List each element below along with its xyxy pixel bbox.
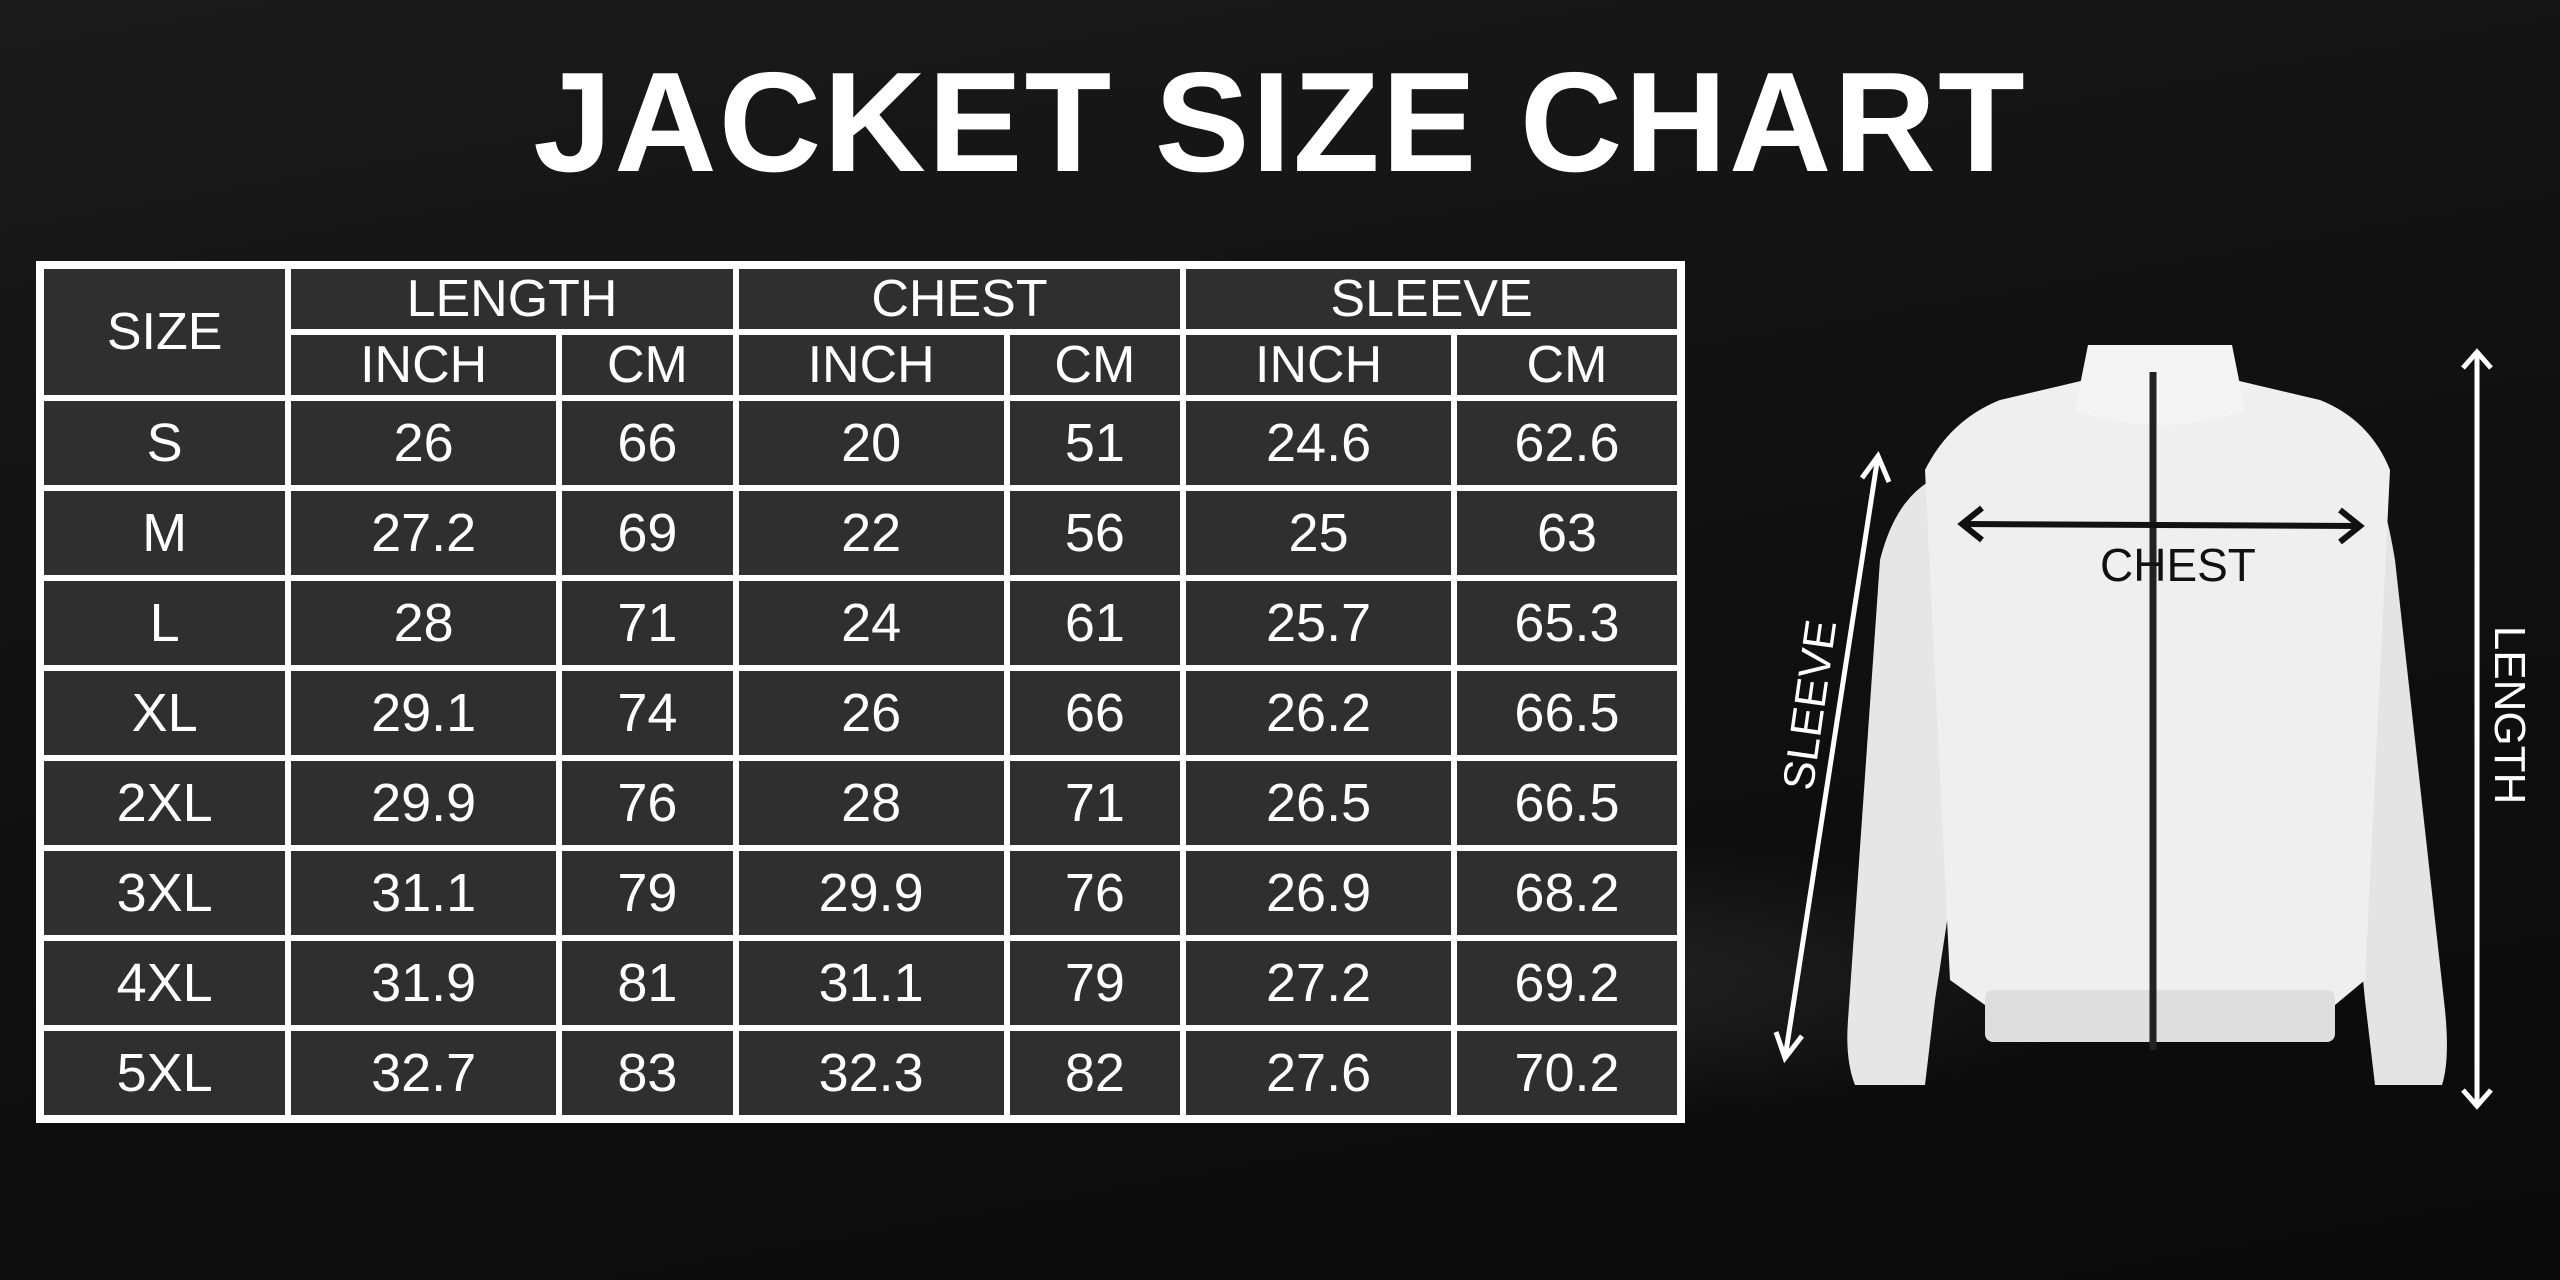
- measurement-cell: 20: [735, 398, 1007, 488]
- table-row: 4XL 31.9 81 31.1 79 27.2 69.2: [41, 938, 1680, 1028]
- length-label: LENGTH: [2485, 625, 2535, 805]
- measurement-cell: 26.9: [1183, 848, 1454, 938]
- measurement-cell: 65.3: [1453, 578, 1680, 668]
- measurement-cell: 66: [559, 398, 736, 488]
- page-title: JACKET SIZE CHART: [533, 43, 2027, 202]
- unit-header: INCH: [288, 332, 560, 398]
- measurement-cell: 81: [559, 938, 736, 1028]
- measurement-cell: 71: [559, 578, 736, 668]
- size-header: SIZE: [41, 266, 289, 398]
- measurement-cell: 76: [559, 758, 736, 848]
- measurement-cell: 66.5: [1453, 758, 1680, 848]
- measurement-cell: 62.6: [1453, 398, 1680, 488]
- measurement-cell: 32.3: [735, 1028, 1007, 1118]
- table-row: 5XL 32.7 83 32.3 82 27.6 70.2: [41, 1028, 1680, 1118]
- measurement-cell: 26.2: [1183, 668, 1454, 758]
- measurement-cell: 76: [1006, 848, 1184, 938]
- size-cell: L: [41, 578, 289, 668]
- measurement-cell: 26: [288, 398, 560, 488]
- measurement-cell: 26: [735, 668, 1007, 758]
- unit-header: CM: [1006, 332, 1184, 398]
- sleeve-header: SLEEVE: [1183, 266, 1680, 332]
- measurement-cell: 68.2: [1453, 848, 1680, 938]
- table-row: S 26 66 20 51 24.6 62.6: [41, 398, 1680, 488]
- chest-arrow: [1957, 505, 2365, 545]
- unit-header: INCH: [735, 332, 1007, 398]
- unit-header: INCH: [1183, 332, 1454, 398]
- measurement-cell: 31.1: [288, 848, 560, 938]
- measurement-cell: 63: [1453, 488, 1680, 578]
- measurement-cell: 29.1: [288, 668, 560, 758]
- table-row: L 28 71 24 61 25.7 65.3: [41, 578, 1680, 668]
- size-cell: M: [41, 488, 289, 578]
- measurement-cell: 28: [735, 758, 1007, 848]
- measurement-cell: 31.1: [735, 938, 1007, 1028]
- measurement-cell: 27.2: [1183, 938, 1454, 1028]
- measurement-cell: 69.2: [1453, 938, 1680, 1028]
- unit-header: CM: [1453, 332, 1680, 398]
- measurement-cell: 27.6: [1183, 1028, 1454, 1118]
- size-cell: 3XL: [41, 848, 289, 938]
- measurement-cell: 24: [735, 578, 1007, 668]
- length-arrow: [2461, 348, 2493, 1110]
- size-cell: 4XL: [41, 938, 289, 1028]
- measurement-cell: 29.9: [735, 848, 1007, 938]
- measurement-cell: 70.2: [1453, 1028, 1680, 1118]
- measurement-cell: 26.5: [1183, 758, 1454, 848]
- group-header-row: SIZE LENGTH CHEST SLEEVE: [41, 266, 1680, 398]
- measurement-cell: 66: [1006, 668, 1184, 758]
- measurement-cell: 51: [1006, 398, 1184, 488]
- measurement-cell: 79: [559, 848, 736, 938]
- size-chart-table: SIZE LENGTH CHEST SLEEVE INCH CM INCH CM INC…: [36, 261, 1685, 1123]
- measurement-cell: 32.7: [288, 1028, 560, 1118]
- size-cell: 2XL: [41, 758, 289, 848]
- table-row: 3XL 31.1 79 29.9 76 26.9 68.2: [41, 848, 1680, 938]
- measurement-cell: 83: [559, 1028, 736, 1118]
- table-row: M 27.2 69 22 56 25 63: [41, 488, 1680, 578]
- collar: [2075, 345, 2245, 425]
- measurement-cell: 79: [1006, 938, 1184, 1028]
- measurement-cell: 27.2: [288, 488, 560, 578]
- unit-header: CM: [559, 332, 736, 398]
- measurement-cell: 82: [1006, 1028, 1184, 1118]
- measurement-cell: 74: [559, 668, 736, 758]
- size-cell: S: [41, 398, 289, 488]
- measurement-cell: 31.9: [288, 938, 560, 1028]
- measurement-cell: 29.9: [288, 758, 560, 848]
- table-row: 2XL 29.9 76 28 71 26.5 66.5: [41, 758, 1680, 848]
- chest-header: CHEST: [735, 266, 1184, 332]
- measurement-cell: 61: [1006, 578, 1184, 668]
- table-row: XL 29.1 74 26 66 26.2 66.5: [41, 668, 1680, 758]
- measurement-cell: 28: [288, 578, 560, 668]
- unit-header-row: INCH CM INCH CM INCH CM: [41, 332, 1680, 398]
- jacket-illustration: [1847, 345, 2447, 1085]
- measurement-cell: 25: [1183, 488, 1454, 578]
- measurement-cell: 56: [1006, 488, 1184, 578]
- measurement-cell: 71: [1006, 758, 1184, 848]
- sleeve-arrow: [1773, 450, 1892, 1064]
- measurement-cell: 24.6: [1183, 398, 1454, 488]
- chest-label: CHEST: [2100, 539, 2256, 591]
- measurement-cell: 25.7: [1183, 578, 1454, 668]
- size-cell: XL: [41, 668, 289, 758]
- jacket-body: [1925, 345, 2390, 1005]
- length-header: LENGTH: [288, 266, 736, 332]
- measurement-cell: 69: [559, 488, 736, 578]
- waistband: [1985, 990, 2335, 1042]
- measurement-cell: 66.5: [1453, 668, 1680, 758]
- measurement-cell: 22: [735, 488, 1007, 578]
- size-cell: 5XL: [41, 1028, 289, 1118]
